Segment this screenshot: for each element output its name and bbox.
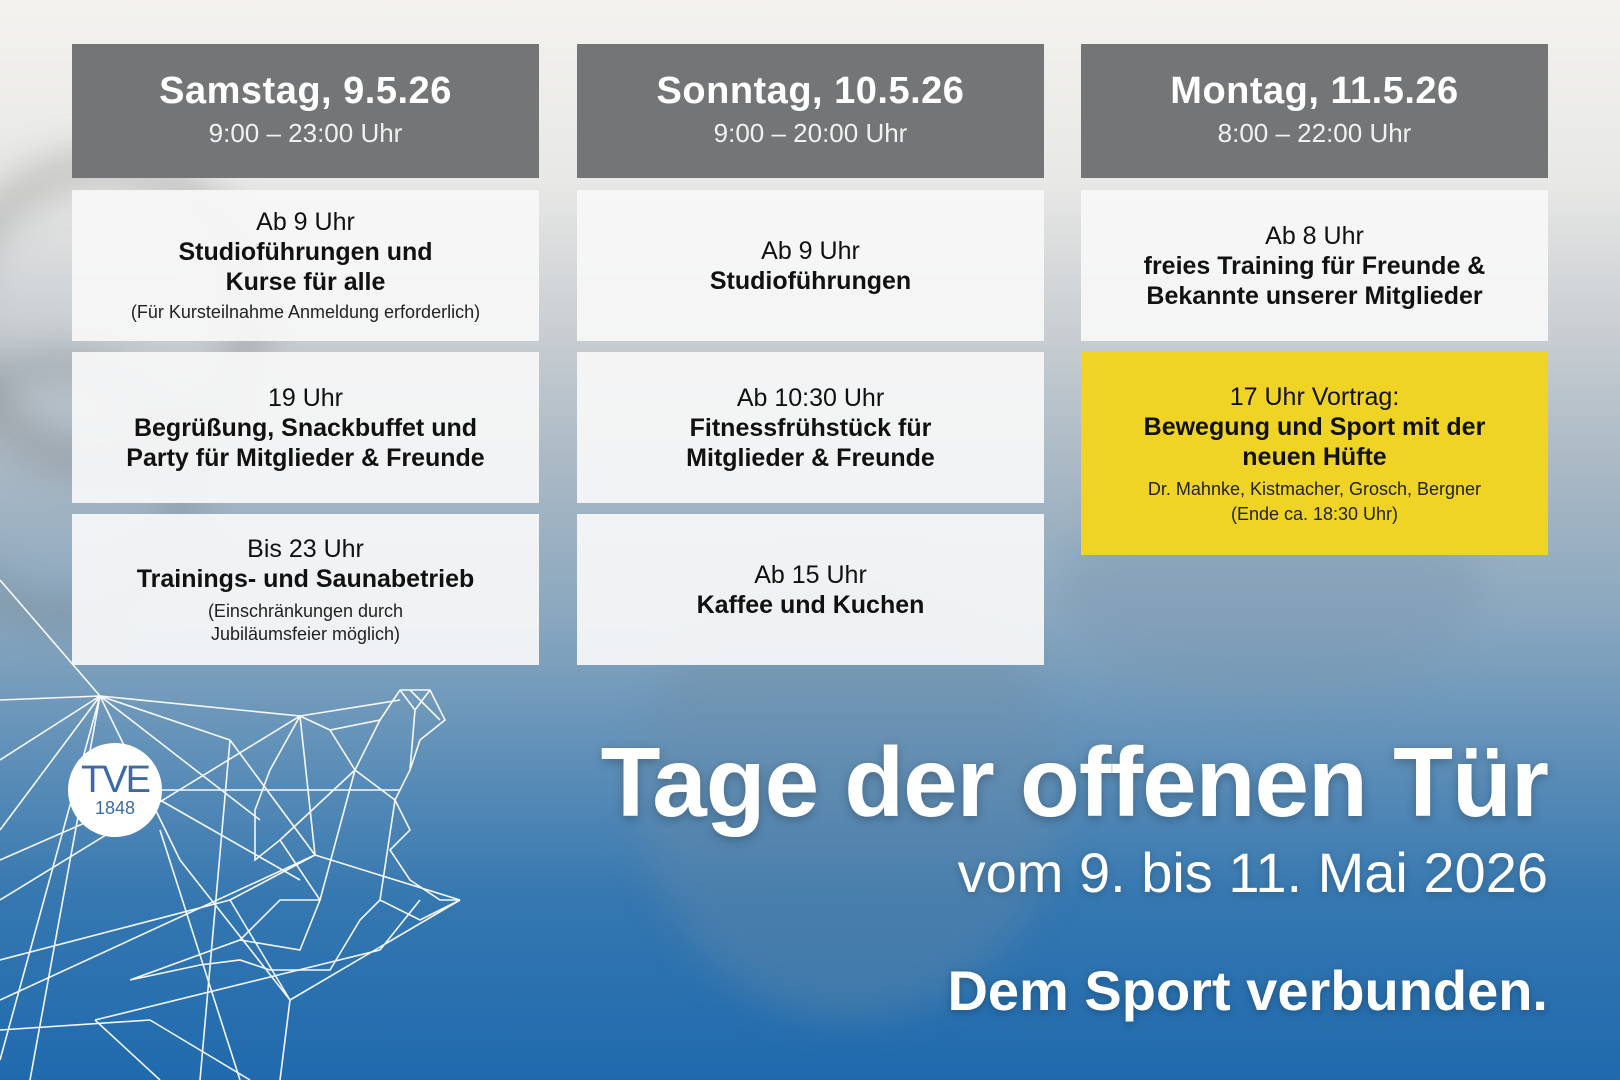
event-time: Ab 8 Uhr (1265, 221, 1364, 250)
day-title: Montag, 11.5.26 (1170, 70, 1459, 112)
day-hours: 8:00 – 22:00 Uhr (1217, 118, 1412, 148)
event-card: 19 Uhr Begrüßung, Snackbuffet und Party … (72, 352, 539, 503)
event-card: Ab 9 Uhr Studioführungen und Kurse für a… (72, 190, 539, 341)
event-title: Trainings- und Saunabetrieb (136, 564, 475, 593)
day-title: Sonntag, 10.5.26 (656, 70, 965, 112)
event-title: neuen Hüfte (1242, 442, 1387, 471)
event-title: Kaffee und Kuchen (696, 590, 925, 619)
event-note: (Einschränkungen durch (207, 600, 404, 621)
event-card-highlight: 17 Uhr Vortrag: Bewegung und Sport mit d… (1081, 352, 1548, 555)
event-title: Studioführungen (709, 266, 912, 295)
event-card: Ab 15 Uhr Kaffee und Kuchen (577, 514, 1044, 665)
event-end-time: (Ende ca. 18:30 Uhr) (1230, 503, 1399, 524)
event-card: Bis 23 Uhr Trainings- und Saunabetrieb (… (72, 514, 539, 665)
event-title: Fitnessfrühstück für (689, 413, 932, 442)
event-time: 19 Uhr (267, 383, 344, 412)
event-time: Ab 9 Uhr (761, 236, 860, 265)
event-card: Ab 10:30 Uhr Fitnessfrühstück für Mitgli… (577, 352, 1044, 503)
hero-subtitle: vom 9. bis 11. Mai 2026 (957, 841, 1548, 904)
event-title: Kurse für alle (225, 268, 386, 296)
event-time: 17 Uhr Vortrag: (1229, 382, 1400, 411)
event-title: Mitglieder & Freunde (686, 443, 935, 472)
event-time: Bis 23 Uhr (247, 534, 364, 563)
day-hours: 9:00 – 23:00 Uhr (208, 118, 403, 148)
event-title: Party für Mitglieder & Freunde (126, 443, 485, 472)
event-speakers: Dr. Mahnke, Kistmacher, Grosch, Bergner (1147, 478, 1482, 499)
club-logo: TVE 1848 (68, 743, 162, 837)
day-header: Sonntag, 10.5.26 9:00 – 20:00 Uhr (577, 44, 1044, 178)
event-title: Studioführungen und (178, 238, 433, 266)
event-note: (Für Kursteilnahme Anmeldung erforderlic… (130, 302, 481, 322)
day-title: Samstag, 9.5.26 (159, 70, 452, 112)
event-note: Jubiläumsfeier möglich) (210, 623, 401, 644)
polygon-runner-mesh-icon (0, 579, 461, 1080)
event-time: Ab 10:30 Uhr (736, 383, 885, 412)
day-header: Samstag, 9.5.26 9:00 – 23:00 Uhr (72, 44, 539, 178)
event-time: Ab 15 Uhr (754, 560, 867, 589)
logo-year: 1848 (94, 798, 136, 818)
day-hours: 9:00 – 20:00 Uhr (713, 118, 908, 148)
event-time: Ab 9 Uhr (256, 208, 355, 236)
event-card: Ab 9 Uhr Studioführungen (577, 190, 1044, 341)
hero-slogan: Dem Sport verbunden. (947, 959, 1548, 1022)
event-card: Ab 8 Uhr freies Training für Freunde & B… (1081, 190, 1548, 341)
event-title: Bekannte unserer Mitglieder (1146, 281, 1483, 310)
event-title: Begrüßung, Snackbuffet und (133, 413, 478, 442)
logo-letters: TVE (81, 759, 151, 801)
event-title: freies Training für Freunde & (1143, 251, 1486, 280)
event-title: Bewegung und Sport mit der (1143, 412, 1486, 441)
day-header: Montag, 11.5.26 8:00 – 22:00 Uhr (1081, 44, 1548, 178)
hero-title: Tage der offenen Tür (600, 727, 1549, 837)
